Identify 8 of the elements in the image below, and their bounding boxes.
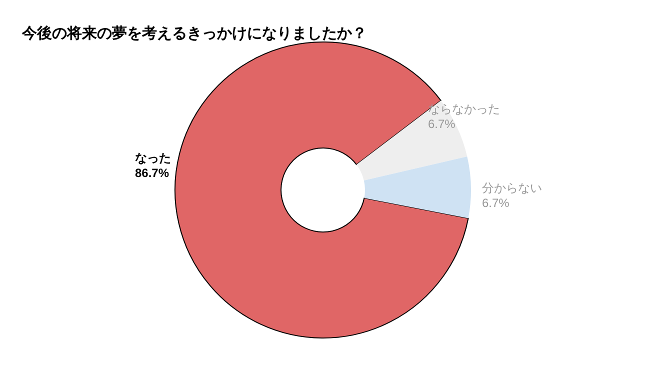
data-label: 6.7% [482,196,510,210]
slice-label: なった [135,151,171,165]
data-label: 86.7% [135,166,170,180]
chart-title: 今後の将来の夢を考えるきっかけになりましたか？ [21,25,367,42]
slice-label: 分からない [482,181,542,195]
data-label: 6.7% [428,117,456,131]
donut-slice [364,156,471,218]
slice-label: ならなかった [428,102,500,116]
